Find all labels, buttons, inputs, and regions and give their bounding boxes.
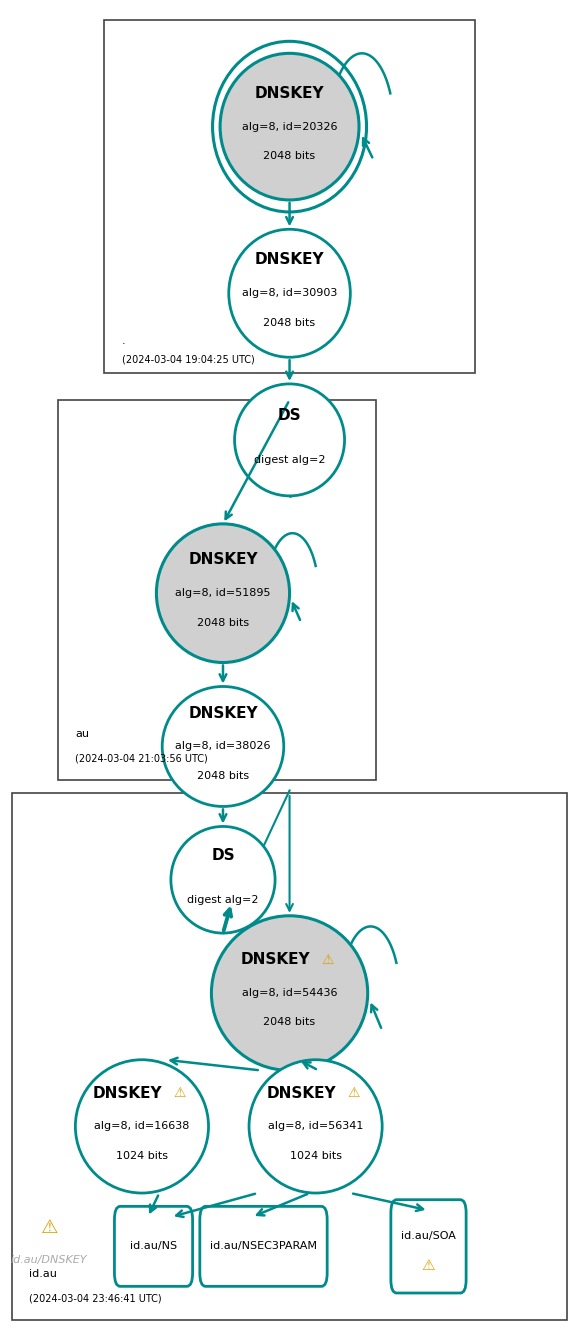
- Ellipse shape: [234, 384, 345, 496]
- Text: DNSKEY: DNSKEY: [240, 952, 310, 968]
- Text: 1024 bits: 1024 bits: [116, 1150, 168, 1161]
- Ellipse shape: [171, 826, 275, 933]
- Text: DS: DS: [211, 848, 235, 864]
- Ellipse shape: [75, 1060, 208, 1193]
- Text: DNSKEY: DNSKEY: [188, 705, 258, 721]
- Text: ⚠: ⚠: [41, 1218, 58, 1237]
- Ellipse shape: [162, 686, 284, 806]
- Bar: [12, 793, 567, 1320]
- Text: ⚠: ⚠: [347, 1086, 360, 1100]
- Text: id.au: id.au: [29, 1269, 57, 1280]
- Ellipse shape: [229, 229, 350, 357]
- Text: .: .: [122, 336, 125, 347]
- Text: alg=8, id=16638: alg=8, id=16638: [94, 1121, 190, 1132]
- Text: id.au/NS: id.au/NS: [130, 1241, 177, 1252]
- Ellipse shape: [211, 916, 368, 1070]
- Text: 2048 bits: 2048 bits: [263, 1017, 316, 1028]
- Text: 2048 bits: 2048 bits: [197, 770, 249, 781]
- Text: (2024-03-04 21:03:56 UTC): (2024-03-04 21:03:56 UTC): [75, 753, 208, 764]
- Text: id.au/DNSKEY: id.au/DNSKEY: [11, 1254, 87, 1265]
- Text: ⚠: ⚠: [321, 953, 334, 966]
- Text: DNSKEY: DNSKEY: [266, 1085, 336, 1101]
- Text: 2048 bits: 2048 bits: [263, 151, 316, 161]
- FancyBboxPatch shape: [200, 1206, 327, 1286]
- Text: DNSKEY: DNSKEY: [255, 252, 324, 268]
- Text: DNSKEY: DNSKEY: [255, 85, 324, 101]
- Text: digest alg=2: digest alg=2: [187, 894, 259, 905]
- Text: 2048 bits: 2048 bits: [197, 617, 249, 628]
- Text: DS: DS: [278, 408, 301, 424]
- Text: ⚠: ⚠: [422, 1257, 435, 1273]
- Bar: [104, 20, 475, 373]
- Text: alg=8, id=54436: alg=8, id=54436: [242, 988, 338, 998]
- Text: alg=8, id=20326: alg=8, id=20326: [242, 121, 338, 132]
- Ellipse shape: [220, 53, 359, 200]
- FancyBboxPatch shape: [115, 1206, 193, 1286]
- Bar: [58, 400, 376, 780]
- FancyBboxPatch shape: [391, 1200, 466, 1293]
- Text: 1024 bits: 1024 bits: [290, 1150, 342, 1161]
- Text: alg=8, id=30903: alg=8, id=30903: [242, 288, 337, 299]
- Text: (2024-03-04 19:04:25 UTC): (2024-03-04 19:04:25 UTC): [122, 355, 254, 365]
- Text: id.au/NSEC3PARAM: id.au/NSEC3PARAM: [210, 1241, 317, 1252]
- Text: alg=8, id=56341: alg=8, id=56341: [268, 1121, 363, 1132]
- Ellipse shape: [249, 1060, 382, 1193]
- Text: alg=8, id=38026: alg=8, id=38026: [175, 741, 271, 752]
- Text: alg=8, id=51895: alg=8, id=51895: [175, 588, 271, 599]
- Text: DNSKEY: DNSKEY: [93, 1085, 162, 1101]
- Text: au: au: [75, 729, 89, 740]
- Text: id.au/SOA: id.au/SOA: [401, 1230, 456, 1241]
- Text: ⚠: ⚠: [173, 1086, 186, 1100]
- Text: digest alg=2: digest alg=2: [254, 455, 325, 465]
- Text: DNSKEY: DNSKEY: [188, 552, 258, 568]
- Text: (2024-03-04 23:46:41 UTC): (2024-03-04 23:46:41 UTC): [29, 1293, 162, 1304]
- Ellipse shape: [156, 524, 290, 663]
- Text: 2048 bits: 2048 bits: [263, 317, 316, 328]
